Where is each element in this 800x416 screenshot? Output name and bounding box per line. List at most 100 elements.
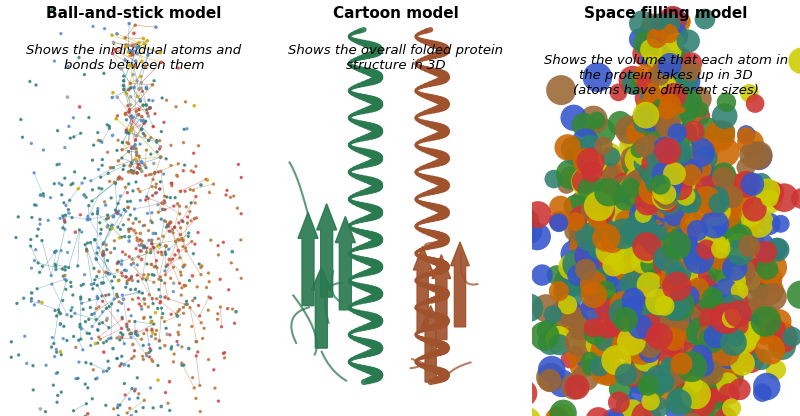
Point [618, 238, 631, 245]
Point [139, 118, 152, 125]
Point [643, 281, 656, 288]
Point [80, 246, 93, 253]
Point [636, 121, 649, 128]
Point [586, 318, 599, 324]
Point [656, 379, 669, 385]
Point [141, 261, 154, 267]
Point [119, 42, 132, 48]
Point [122, 226, 135, 233]
Point [759, 318, 772, 325]
Point [622, 251, 634, 258]
Point [708, 201, 721, 208]
Point [693, 174, 706, 181]
Point [158, 119, 170, 126]
Point [172, 65, 185, 72]
Point [715, 341, 728, 348]
Point [50, 263, 62, 270]
Point [156, 94, 169, 101]
Point [154, 216, 167, 223]
Point [50, 313, 63, 319]
Point [647, 218, 660, 225]
Point [115, 270, 128, 276]
Point [101, 212, 114, 218]
Point [676, 18, 689, 25]
Point [682, 297, 694, 303]
Point [705, 374, 718, 381]
Point [181, 220, 194, 226]
Point [750, 293, 762, 300]
Point [733, 201, 746, 208]
Point [54, 215, 66, 222]
Point [639, 216, 652, 223]
Point [162, 246, 175, 253]
Point [135, 248, 148, 255]
Point [24, 236, 37, 243]
Point [152, 209, 165, 215]
Point [720, 99, 733, 106]
Point [54, 248, 67, 254]
Point [170, 172, 183, 178]
Point [566, 264, 578, 270]
Point [658, 156, 670, 163]
Point [588, 269, 601, 276]
Point [659, 151, 672, 157]
Point [600, 287, 613, 294]
Point [605, 305, 618, 311]
Point [55, 352, 68, 358]
Point [118, 86, 130, 93]
Point [131, 272, 144, 278]
Point [146, 326, 158, 332]
Point [774, 220, 787, 227]
Point [634, 239, 646, 246]
Point [699, 272, 712, 278]
Point [150, 327, 163, 334]
Point [717, 175, 730, 181]
Point [158, 193, 171, 200]
Point [177, 237, 190, 243]
Point [102, 214, 114, 220]
Point [116, 139, 129, 146]
Point [113, 299, 126, 305]
Point [727, 268, 740, 275]
Point [191, 229, 204, 236]
Point [683, 201, 696, 207]
Point [598, 337, 610, 344]
Point [187, 169, 200, 176]
Point [103, 178, 116, 185]
Point [684, 300, 697, 307]
Point [122, 102, 134, 109]
Point [704, 369, 717, 376]
Point [656, 89, 669, 95]
Point [112, 402, 125, 409]
Point [753, 268, 766, 275]
Point [615, 227, 628, 234]
Point [638, 151, 650, 157]
Point [182, 233, 194, 240]
Point [185, 199, 198, 206]
Point [657, 73, 670, 79]
Point [682, 208, 694, 215]
Point [612, 369, 625, 376]
Point [140, 350, 153, 357]
Point [214, 276, 226, 282]
Point [599, 294, 612, 301]
Point [151, 243, 164, 249]
Point [147, 123, 160, 130]
Point [69, 310, 82, 317]
Point [628, 259, 641, 266]
Point [552, 336, 565, 342]
Point [58, 200, 70, 206]
Point [115, 300, 128, 307]
Point [95, 280, 108, 287]
Point [717, 285, 730, 292]
Point [643, 168, 656, 174]
Point [138, 301, 151, 307]
Point [642, 248, 654, 254]
Point [646, 302, 659, 309]
Point [186, 297, 199, 304]
Point [139, 172, 152, 179]
Point [650, 119, 663, 126]
Point [626, 220, 638, 227]
Point [124, 127, 137, 134]
Point [748, 206, 761, 213]
